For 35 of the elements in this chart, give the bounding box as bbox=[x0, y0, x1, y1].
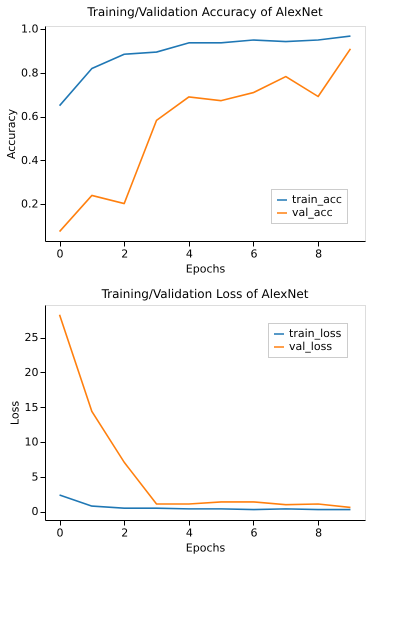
x-tick-label: 0 bbox=[56, 526, 64, 540]
x-tick-label: 2 bbox=[121, 526, 128, 540]
line-series bbox=[58, 35, 352, 106]
line-series bbox=[58, 314, 352, 508]
legend-label: val_acc bbox=[292, 206, 333, 219]
y-tick-label: 1.0 bbox=[21, 22, 38, 36]
y-tick-label: 25 bbox=[24, 331, 38, 344]
chart-title: Training/Validation Accuracy of AlexNet bbox=[86, 5, 323, 20]
y-tick-label: 5 bbox=[32, 470, 38, 484]
line-series bbox=[58, 48, 352, 232]
x-tick-label: 8 bbox=[315, 248, 322, 260]
legend-label: val_loss bbox=[289, 340, 332, 353]
y-tick-label: 0 bbox=[32, 505, 38, 518]
x-tick-label: 4 bbox=[186, 248, 193, 260]
x-axis-title: Epochs bbox=[186, 262, 226, 276]
x-tick-label: 8 bbox=[315, 526, 322, 540]
y-axis-title: Accuracy bbox=[5, 108, 18, 160]
y-tick-label: 15 bbox=[24, 400, 38, 414]
x-tick-label: 2 bbox=[121, 248, 128, 260]
x-tick-label: 6 bbox=[250, 248, 258, 260]
y-axis-title: Loss bbox=[8, 400, 22, 426]
x-tick-label: 4 bbox=[186, 526, 193, 540]
x-axis-title: Epochs bbox=[186, 542, 226, 554]
x-tick-label: 0 bbox=[56, 248, 64, 260]
y-tick-label: 0.4 bbox=[21, 154, 38, 167]
legend-label: train_acc bbox=[292, 193, 342, 206]
line-series bbox=[58, 494, 352, 510]
y-tick-label: 0.2 bbox=[21, 198, 38, 211]
legend-label: train_loss bbox=[289, 327, 342, 340]
y-tick-label: 20 bbox=[24, 366, 38, 379]
y-tick-label: 10 bbox=[24, 436, 38, 449]
x-tick-label: 6 bbox=[250, 526, 258, 540]
y-tick-label: 0.8 bbox=[21, 66, 38, 80]
y-tick-label: 0.6 bbox=[21, 110, 38, 124]
chart-title: Training/Validation Loss of AlexNet bbox=[100, 287, 309, 301]
